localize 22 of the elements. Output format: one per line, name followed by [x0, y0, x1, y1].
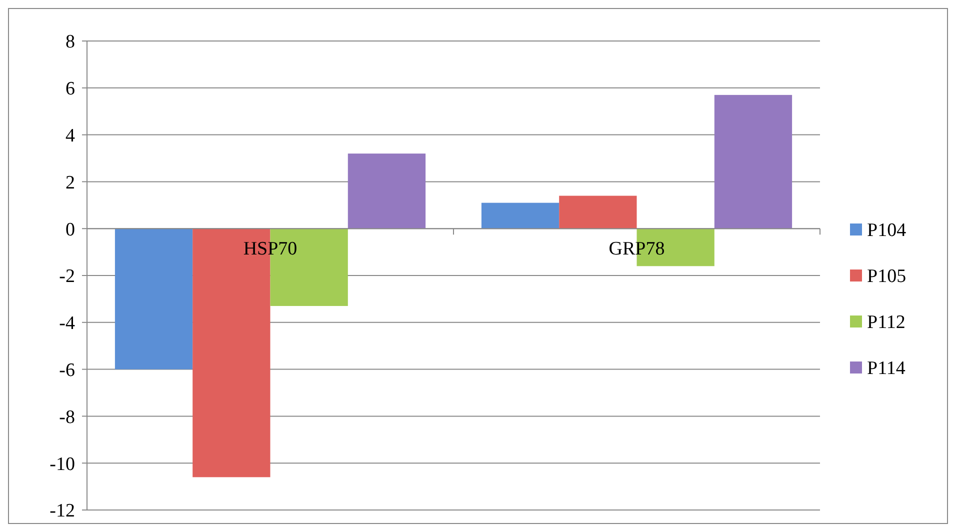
- y-tick-label: 4: [66, 125, 76, 146]
- bar: [114, 228, 193, 370]
- y-tick-label: -12: [50, 500, 75, 522]
- y-tick-label: 6: [66, 78, 75, 100]
- y-tick-label: -10: [50, 454, 75, 475]
- y-tick-label: -4: [59, 313, 76, 334]
- y-tick-label: -2: [59, 266, 75, 288]
- bar: [481, 202, 560, 229]
- x-tick-label: GRP78: [608, 238, 665, 260]
- legend-label: P114: [867, 358, 906, 380]
- y-tick-label: 8: [66, 32, 75, 53]
- y-tick-label: 2: [66, 172, 75, 194]
- bar: [714, 94, 792, 229]
- legend-label: P104: [867, 220, 907, 242]
- legend-label: P112: [867, 312, 906, 334]
- y-tick-label: -6: [59, 360, 75, 381]
- x-tick-label: HSP70: [243, 238, 298, 260]
- y-tick-label: 0: [66, 219, 75, 240]
- legend-label: P105: [867, 266, 906, 288]
- bar: [348, 154, 426, 229]
- y-tick-label: -8: [59, 406, 75, 428]
- bar: [559, 196, 637, 229]
